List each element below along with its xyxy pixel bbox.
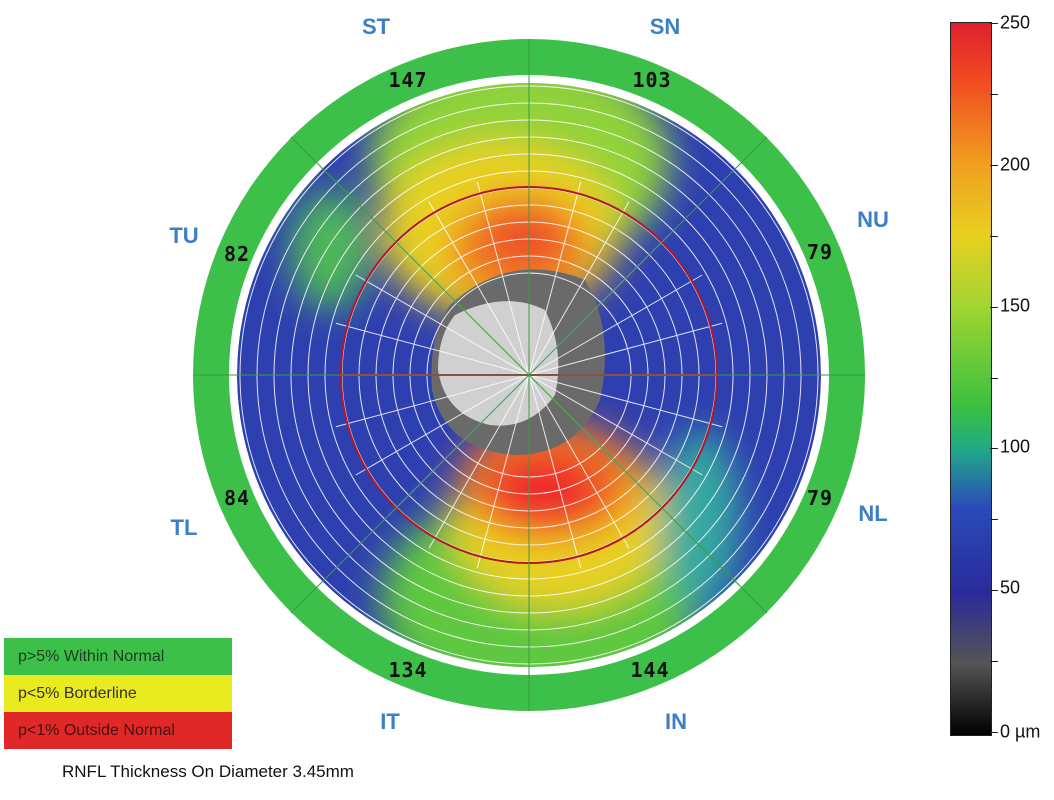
scale-tick [990,448,998,450]
sector-label-nu: NU [857,207,889,232]
grid-spoke [528,322,723,376]
scale-tick [990,23,998,24]
legend-within-normal: p>5% Within Normal [4,638,232,675]
grid-spoke [476,181,530,376]
ring-value-it: 134 [388,658,428,682]
sector-label-in: IN [665,709,687,734]
grid-spoke [355,274,530,376]
scale-tick [990,93,998,95]
grid-spoke [335,374,530,428]
ring-value-nl: 79 [806,486,834,510]
sector-label-tu: TU [169,223,199,248]
ring-value-tl: 84 [223,486,251,510]
grid-spoke [528,274,703,376]
grid-spoke [528,374,723,428]
scale-tick [990,235,998,237]
ring-value-nu: 79 [806,240,834,264]
grid-spoke [355,374,530,476]
grid-spoke [428,201,530,376]
scale-label-0: 0 µm [1000,721,1041,742]
grid-spoke [528,374,582,569]
scale-label-250: 250 [1000,12,1031,33]
grid-spoke [335,322,530,376]
sector-label-st: ST [361,14,391,39]
scale-tick [990,377,998,379]
ring-value-st: 147 [388,68,428,92]
scale-tick [990,306,998,308]
sector-dividers [193,39,865,711]
legend-outside-normal: p<1% Outside Normal [4,712,232,749]
grid-spoke [528,374,703,476]
sector-label-it: IT [380,709,400,734]
scale-tick [990,661,998,663]
ring-value-tu: 82 [223,242,251,266]
scale-tick [990,732,998,733]
caption: RNFL Thickness On Diameter 3.45mm [62,762,354,781]
sector-label-nl: NL [858,501,888,526]
sector-label-tl: TL [170,515,198,540]
scale-tick [990,519,998,521]
color-scale-bar [950,22,992,736]
grid-spoke [476,374,530,569]
grid-spoke [528,201,630,376]
scale-label-50: 50 [1000,577,1021,598]
scale-tick [990,590,998,592]
ring-value-sn: 103 [632,68,672,92]
legend-borderline: p<5% Borderline [4,675,232,712]
scale-label-100: 100 [1000,436,1031,457]
sector-label-sn: SN [649,14,681,39]
grid-spoke [528,181,582,376]
scale-tick [990,164,998,166]
scale-label-200: 200 [1000,154,1031,175]
ring-value-in: 144 [630,658,670,682]
scale-label-150: 150 [1000,295,1031,316]
grid-spoke [428,374,530,549]
grid-spoke [528,374,630,549]
